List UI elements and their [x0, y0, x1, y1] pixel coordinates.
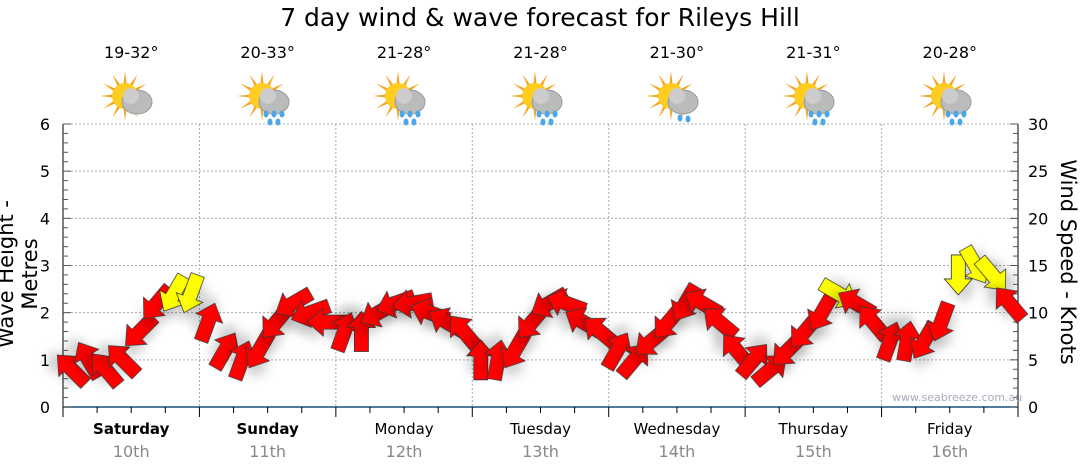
- watermark: www.seabreeze.com.au: [892, 391, 1023, 404]
- y2-tick-label: 25: [1028, 162, 1048, 181]
- day-temp: 21-28°: [513, 43, 568, 62]
- day-label: Friday: [927, 420, 973, 438]
- wind-arrow: [275, 286, 315, 318]
- wind-arrow: [465, 339, 496, 381]
- sun-cloud-rain-icon: [782, 71, 843, 127]
- day-temp: 19-32°: [103, 43, 159, 62]
- day-temp: 20-33°: [240, 43, 295, 62]
- wind-arrow: [893, 320, 923, 363]
- day-temp: 20-28°: [922, 43, 978, 62]
- wind-arrow: [108, 345, 143, 380]
- sun-cloud-rain-icon: [373, 71, 434, 127]
- wind-arrow: [244, 329, 276, 369]
- day-label: Sunday: [236, 420, 299, 438]
- wind-arrow: [500, 329, 532, 369]
- y-tick-label: 5: [40, 162, 50, 181]
- sun-cloud-rain-icon: [236, 71, 298, 127]
- day-label: Wednesday: [633, 420, 721, 438]
- date-label: 15th: [794, 442, 832, 461]
- date-label: 12th: [385, 442, 423, 461]
- day-label: Saturday: [93, 420, 170, 438]
- y2-axis-label: Wind Speed - Knots: [1056, 159, 1080, 365]
- wind-arrow: [926, 300, 956, 342]
- day-temp: 21-30°: [649, 43, 705, 62]
- wind-arrow: [600, 332, 632, 372]
- wind-arrow: [807, 291, 839, 331]
- y-tick-label: 1: [40, 351, 50, 370]
- day-label: Monday: [374, 420, 434, 438]
- sun-cloud-light-rain-icon: [645, 71, 707, 127]
- sun-cloud-rain-icon: [918, 71, 980, 127]
- y-tick-label: 3: [40, 257, 50, 276]
- date-label: 11th: [249, 442, 287, 461]
- wind-arrow: [194, 302, 224, 344]
- wind-arrow: [995, 287, 1029, 324]
- wind-arrow: [290, 298, 332, 328]
- y-axis-label: Wave Height - Metres: [0, 200, 42, 348]
- day-temp: 21-28°: [376, 43, 432, 62]
- day-temp: 21-31°: [786, 43, 841, 62]
- wind-arrow: [56, 354, 92, 389]
- chart-title: 7 day wind & wave forecast for Rileys Hi…: [280, 3, 800, 32]
- sun-cloud-icon: [100, 71, 161, 127]
- date-label: 13th: [522, 442, 559, 461]
- day-label: Tuesday: [509, 420, 572, 438]
- wind-arrow: [125, 311, 160, 347]
- y2-tick-label: 30: [1028, 115, 1048, 134]
- y-tick-label: 4: [40, 209, 50, 228]
- y-tick-label: 2: [40, 304, 50, 323]
- day-label: Thursday: [778, 420, 849, 438]
- y2-tick-label: 5: [1028, 351, 1038, 370]
- y2-tick-label: 15: [1028, 257, 1048, 276]
- date-label: 10th: [112, 442, 150, 461]
- wind-arrow: [734, 344, 768, 381]
- date-label: 14th: [658, 442, 696, 461]
- y-tick-label: 6: [40, 115, 50, 134]
- y2-tick-label: 20: [1028, 209, 1048, 228]
- sun-cloud-rain-icon: [509, 71, 571, 127]
- y-tick-label: 0: [40, 398, 50, 417]
- wind-arrow: [450, 315, 483, 352]
- y2-tick-label: 10: [1028, 304, 1048, 323]
- date-label: 16th: [931, 442, 969, 461]
- wind-arrow: [973, 254, 1007, 291]
- wind-arrow: [175, 272, 205, 314]
- y2-tick-label: 0: [1028, 398, 1038, 417]
